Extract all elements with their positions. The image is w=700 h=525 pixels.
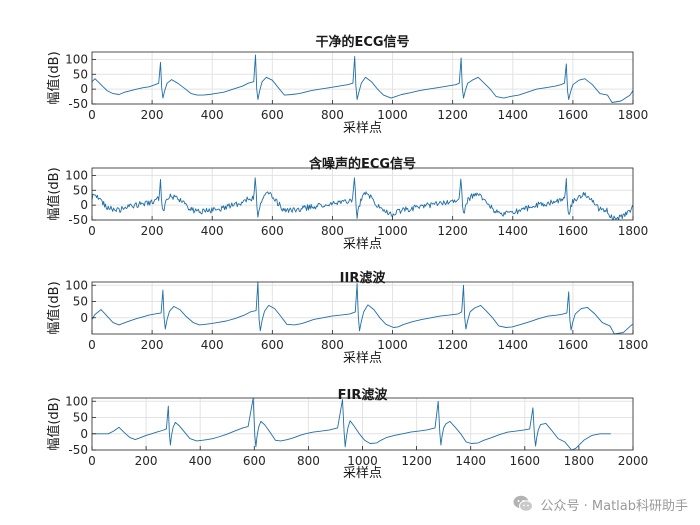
chart3-x-tick-label: 1800 bbox=[618, 338, 649, 352]
chart4-x-axis-label: 采样点 bbox=[343, 466, 382, 481]
chart1-x-tick-label: 1600 bbox=[558, 108, 589, 122]
chart1-y-tick-label: -50 bbox=[68, 97, 88, 111]
chart2-y-tick-label: 100 bbox=[65, 168, 88, 182]
chart1-x-axis-label: 采样点 bbox=[343, 121, 382, 136]
chart1-x-tick-label: 200 bbox=[141, 108, 164, 122]
chart3-x-tick-label: 800 bbox=[321, 338, 344, 352]
chart3-x-tick-label: 1600 bbox=[558, 338, 589, 352]
chart3-x-tick-label: 1000 bbox=[377, 338, 408, 352]
chart4-title: FIR滤波 bbox=[338, 387, 389, 403]
chart4-y-axis-label: 幅值(dB) bbox=[46, 397, 62, 450]
watermark: 公众号 · Matlab科研助手 bbox=[512, 493, 688, 515]
chart2-y-tick-label: -50 bbox=[68, 213, 88, 227]
chart2-x-tick-label: 1200 bbox=[437, 224, 468, 238]
chart1-y-axis-label: 幅值(dB) bbox=[46, 51, 62, 104]
chart4-y-tick-label: 0 bbox=[80, 427, 88, 441]
chart1-x-tick-label: 1200 bbox=[437, 108, 468, 122]
chart3-y-axis-label: 幅值(dB) bbox=[46, 281, 62, 334]
chart3-x-tick-label: 400 bbox=[201, 338, 224, 352]
chart3-y-tick-label: 100 bbox=[65, 278, 88, 292]
chart3-y-tick-label: 50 bbox=[73, 295, 88, 309]
chart4-y-tick-label: 100 bbox=[65, 394, 88, 408]
chart4-x-tick-label: 1400 bbox=[455, 454, 486, 468]
chart3-x-tick-label: 0 bbox=[88, 338, 96, 352]
chart4-series-line bbox=[92, 397, 611, 451]
chart2-x-axis-label: 采样点 bbox=[343, 237, 382, 252]
chart1-plot-area bbox=[92, 52, 633, 104]
chart1-x-tick-label: 800 bbox=[321, 108, 344, 122]
chart4-y-tick-label: -50 bbox=[68, 443, 88, 457]
chart2-title: 含噪声的ECG信号 bbox=[308, 156, 416, 172]
chart2-axes-box bbox=[91, 167, 634, 221]
chart1-y-tick-label: 50 bbox=[73, 67, 88, 81]
chart4-x-tick-label: 2000 bbox=[618, 454, 649, 468]
watermark-text: 公众号 · Matlab科研助手 bbox=[540, 498, 688, 514]
chart3-series-line bbox=[91, 281, 633, 335]
chart3-axes-box bbox=[91, 281, 634, 335]
chart1-x-tick-label: 1000 bbox=[377, 108, 408, 122]
chart1-x-tick-label: 600 bbox=[261, 108, 284, 122]
chart1-y-tick-label: 100 bbox=[65, 52, 88, 66]
chart2-x-tick-label: 0 bbox=[88, 224, 96, 238]
chart2-y-axis-label: 幅值(dB) bbox=[46, 167, 62, 220]
chart4-x-tick-label: 800 bbox=[297, 454, 320, 468]
chart4-x-tick-label: 1200 bbox=[401, 454, 432, 468]
chart2-x-tick-label: 1800 bbox=[618, 224, 649, 238]
chart1-series-line bbox=[91, 54, 634, 103]
chart4-x-tick-label: 400 bbox=[189, 454, 212, 468]
chart2-x-tick-label: 800 bbox=[321, 224, 344, 238]
chart1-x-tick-label: 0 bbox=[88, 108, 96, 122]
chart4-x-tick-label: 0 bbox=[88, 454, 96, 468]
chart2-x-tick-label: 1600 bbox=[558, 224, 589, 238]
chart4-x-tick-label: 1600 bbox=[510, 454, 541, 468]
chart3-x-tick-label: 1200 bbox=[437, 338, 468, 352]
chart3-x-tick-label: 200 bbox=[141, 338, 164, 352]
chart3-x-tick-label: 600 bbox=[261, 338, 284, 352]
chart1-y-tick-label: 0 bbox=[80, 82, 88, 96]
chart2-y-tick-label: 50 bbox=[73, 183, 88, 197]
chart2-x-tick-label: 1000 bbox=[377, 224, 408, 238]
chart4-x-tick-label: 600 bbox=[243, 454, 266, 468]
chart1-x-tick-label: 400 bbox=[201, 108, 224, 122]
chart1-x-tick-label: 1800 bbox=[618, 108, 649, 122]
chart3-y-tick-label: 0 bbox=[80, 311, 88, 325]
chart3-title: IIR滤波 bbox=[340, 270, 387, 286]
chart2-plot-area bbox=[92, 168, 633, 220]
chart2-x-tick-label: 400 bbox=[201, 224, 224, 238]
chart4-x-tick-label: 1800 bbox=[564, 454, 595, 468]
chart1-title: 干净的ECG信号 bbox=[315, 34, 409, 50]
chart3-x-axis-label: 采样点 bbox=[343, 351, 382, 366]
chart2-y-tick-label: 0 bbox=[80, 198, 88, 212]
chart2-series-line bbox=[91, 177, 634, 221]
chart2-x-tick-label: 600 bbox=[261, 224, 284, 238]
chart2-x-tick-label: 200 bbox=[141, 224, 164, 238]
wechat-icon bbox=[513, 495, 534, 512]
chart3-x-tick-label: 1400 bbox=[498, 338, 529, 352]
chart3-plot-area bbox=[92, 282, 633, 334]
chart4-x-tick-label: 200 bbox=[135, 454, 158, 468]
chart1-axes-box bbox=[91, 51, 634, 105]
chart2-x-tick-label: 1400 bbox=[498, 224, 529, 238]
chart4-y-tick-label: 50 bbox=[73, 411, 88, 425]
chart4-x-tick-label: 1000 bbox=[347, 454, 378, 468]
chart1-x-tick-label: 1400 bbox=[498, 108, 529, 122]
